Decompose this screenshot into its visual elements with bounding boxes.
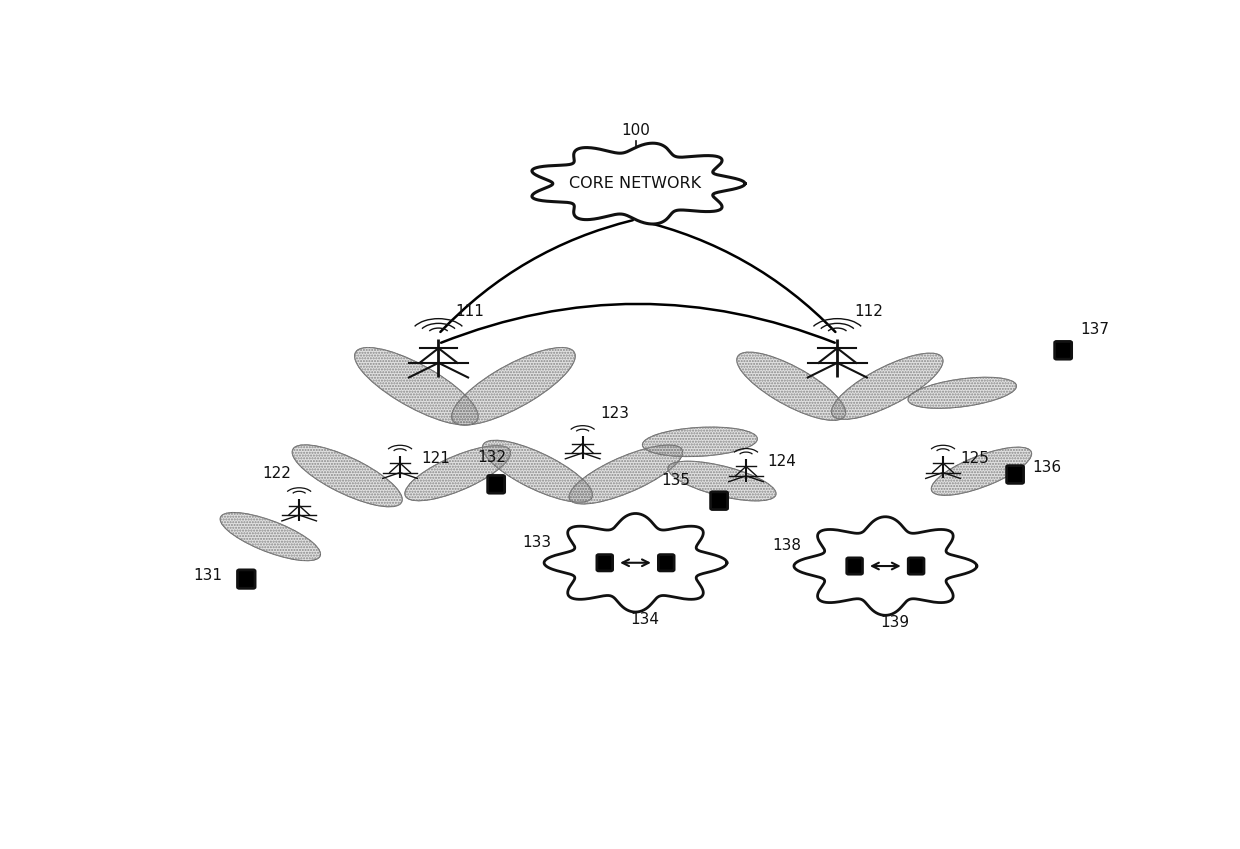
Text: 132: 132 [477, 450, 506, 464]
FancyBboxPatch shape [1007, 465, 1023, 483]
Text: 133: 133 [523, 535, 552, 549]
FancyBboxPatch shape [238, 570, 255, 588]
Text: 124: 124 [768, 454, 796, 469]
Text: 100: 100 [621, 123, 650, 138]
Ellipse shape [908, 377, 1017, 408]
Text: 131: 131 [193, 568, 222, 583]
Text: 139: 139 [880, 615, 909, 630]
FancyBboxPatch shape [908, 558, 924, 574]
Text: 135: 135 [661, 473, 691, 487]
FancyBboxPatch shape [487, 475, 505, 493]
Ellipse shape [293, 445, 402, 507]
Ellipse shape [221, 513, 320, 560]
Text: 134: 134 [631, 612, 660, 627]
Text: 111: 111 [456, 304, 485, 319]
Ellipse shape [482, 441, 593, 503]
Text: 136: 136 [1033, 460, 1061, 475]
Text: 125: 125 [960, 451, 990, 465]
Text: 137: 137 [1080, 323, 1110, 337]
Ellipse shape [832, 353, 942, 419]
Ellipse shape [569, 445, 683, 504]
Text: 122: 122 [263, 466, 291, 481]
Polygon shape [794, 517, 977, 616]
FancyBboxPatch shape [847, 558, 863, 574]
FancyBboxPatch shape [1055, 341, 1071, 359]
Polygon shape [544, 514, 727, 612]
Text: 138: 138 [773, 538, 802, 553]
Ellipse shape [668, 461, 776, 501]
Ellipse shape [931, 447, 1032, 495]
Ellipse shape [737, 352, 846, 420]
FancyBboxPatch shape [658, 554, 675, 571]
Ellipse shape [355, 347, 479, 425]
FancyBboxPatch shape [711, 492, 728, 509]
Polygon shape [532, 143, 745, 224]
Text: 121: 121 [422, 451, 450, 465]
Text: 123: 123 [600, 406, 629, 421]
Text: CORE NETWORK: CORE NETWORK [569, 176, 702, 191]
Ellipse shape [451, 347, 575, 425]
Text: 112: 112 [854, 304, 883, 319]
FancyBboxPatch shape [596, 554, 613, 571]
Ellipse shape [405, 446, 511, 501]
Ellipse shape [642, 427, 758, 457]
